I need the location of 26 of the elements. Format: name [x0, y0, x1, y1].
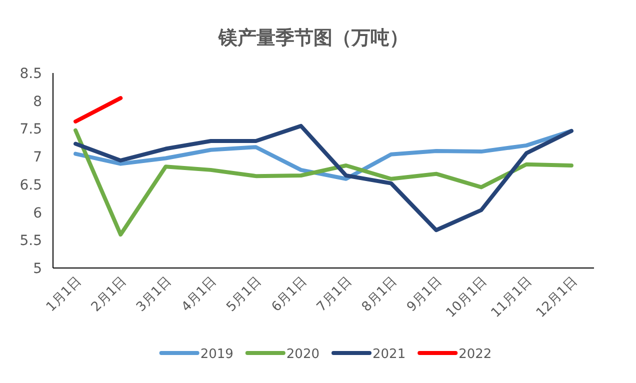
legend-label: 2019	[200, 347, 234, 362]
x-tick-label: 5月1日	[224, 274, 265, 315]
x-tick-label: 10月1日	[444, 274, 490, 321]
legend-label: 2020	[286, 347, 320, 362]
legend-label: 2022	[458, 347, 492, 362]
y-tick-label: 5	[33, 261, 42, 277]
y-tick-label: 6	[33, 205, 42, 222]
x-tick-label: 6月1日	[269, 274, 310, 315]
x-tick-label: 2月1日	[88, 274, 130, 315]
x-tick-label: 11月1日	[488, 274, 536, 321]
y-tick-label: 7.5	[20, 122, 42, 138]
line-series	[74, 128, 574, 181]
y-tick-label: 8	[33, 94, 42, 110]
x-tick-label: 3月1日	[134, 274, 175, 315]
y-tick-label: 8.5	[20, 66, 42, 82]
x-tick-label: 1月1日	[44, 274, 84, 315]
x-tick-label: 8月1日	[359, 274, 400, 315]
y-tick-label: 7	[33, 150, 42, 166]
x-tick-label: 7月1日	[314, 274, 355, 315]
legend-label: 2021	[372, 347, 406, 362]
chart-title: 镁产量季节图（万吨）	[218, 27, 408, 49]
x-tick-label: 12月1日	[534, 274, 580, 321]
x-tick-label: 9月1日	[404, 274, 446, 315]
y-tick-label: 5.5	[20, 233, 42, 250]
x-tick-label: 4月1日	[178, 274, 220, 315]
y-tick-label: 6.5	[20, 177, 42, 194]
